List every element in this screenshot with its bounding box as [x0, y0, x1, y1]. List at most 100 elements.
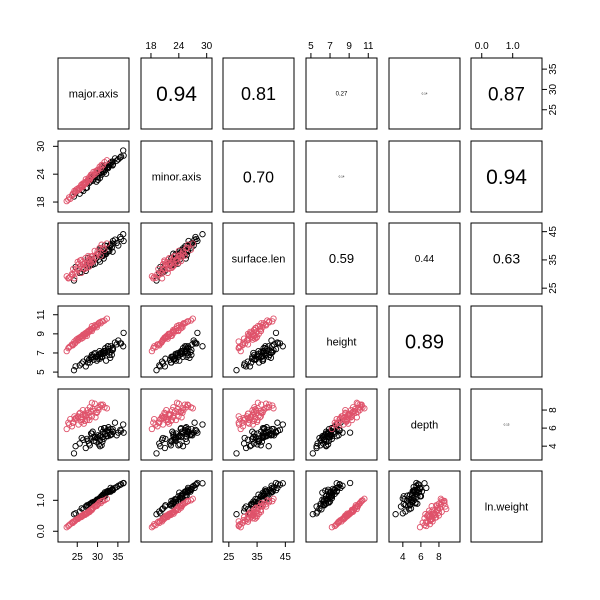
data-point: [414, 486, 421, 494]
data-point: [265, 499, 273, 506]
data-point: [243, 337, 251, 344]
data-point: [401, 495, 408, 503]
data-point: [412, 500, 419, 507]
tick-label: 11: [36, 309, 47, 320]
data-point: [161, 444, 169, 452]
data-point: [320, 433, 327, 441]
data-point: [94, 433, 101, 441]
data-point: [259, 433, 266, 441]
panel-frame: [388, 470, 461, 543]
data-point: [92, 414, 99, 421]
data-point: [74, 187, 82, 194]
data-point: [233, 511, 240, 518]
data-point: [166, 501, 174, 509]
data-point: [152, 344, 159, 351]
data-point: [239, 342, 246, 349]
data-point: [179, 443, 187, 450]
data-point: [177, 347, 185, 355]
tick-label: 25: [548, 104, 559, 116]
data-point: [111, 419, 119, 426]
data-point: [272, 329, 280, 337]
data-point: [320, 440, 327, 447]
data-point: [265, 319, 273, 326]
data-point: [93, 357, 100, 364]
panel-frame: [305, 140, 378, 213]
data-point: [235, 344, 243, 351]
data-point: [326, 433, 334, 441]
variable-label: height: [327, 337, 357, 349]
data-point: [98, 318, 105, 325]
data-point: [176, 432, 183, 439]
data-point: [90, 356, 97, 363]
data-point: [117, 340, 125, 347]
data-point: [237, 524, 244, 531]
data-point: [95, 351, 102, 359]
data-point: [113, 157, 120, 164]
data-point: [104, 343, 112, 350]
panel-frame: [305, 222, 378, 295]
data-point: [250, 356, 258, 363]
data-point: [69, 419, 76, 426]
data-point: [102, 357, 110, 364]
data-point: [235, 421, 243, 428]
data-point: [244, 358, 251, 365]
panel-frame: [57, 305, 130, 378]
data-point: [76, 514, 83, 521]
data-point: [274, 340, 282, 347]
data-point: [79, 259, 86, 266]
correlation-label: 0.89: [405, 332, 444, 354]
data-point: [156, 271, 163, 278]
data-point: [98, 425, 105, 433]
data-point: [269, 402, 276, 409]
data-point: [78, 360, 85, 367]
data-point: [117, 235, 125, 243]
data-point: [87, 506, 95, 513]
data-point: [104, 488, 112, 495]
data-point: [182, 347, 189, 355]
data-point: [94, 321, 101, 328]
data-point: [328, 435, 336, 443]
data-point: [251, 430, 258, 437]
data-point: [113, 432, 120, 439]
data-point: [251, 415, 258, 423]
data-point: [252, 433, 259, 441]
data-point: [154, 423, 161, 430]
data-point: [167, 417, 175, 425]
data-point: [313, 444, 320, 452]
data-point: [158, 436, 166, 443]
data-point: [239, 519, 246, 527]
data-point: [423, 519, 430, 527]
data-point: [156, 440, 163, 447]
data-point: [265, 343, 272, 350]
data-point: [170, 433, 177, 441]
data-point: [80, 436, 87, 443]
data-point: [279, 480, 286, 487]
data-point: [159, 337, 166, 344]
variable-label: surface.len: [232, 254, 286, 266]
data-point: [179, 501, 187, 508]
data-point: [176, 349, 183, 357]
data-point: [117, 481, 125, 488]
data-point: [262, 321, 269, 328]
data-point: [274, 339, 281, 346]
tick-label: 11: [363, 41, 374, 52]
panel-frame: [222, 305, 295, 378]
tick-label: 6: [548, 425, 559, 431]
data-point: [189, 315, 196, 322]
data-point: [178, 414, 185, 421]
data-point: [100, 424, 108, 432]
data-point: [397, 503, 405, 510]
data-point: [181, 426, 189, 434]
data-point: [426, 512, 434, 520]
data-point: [94, 405, 101, 412]
data-point: [99, 353, 106, 360]
data-point: [176, 441, 183, 448]
data-point: [189, 240, 196, 247]
data-point: [320, 498, 327, 506]
data-point: [185, 486, 192, 494]
data-point: [85, 440, 93, 447]
data-point: [169, 328, 176, 336]
tick-label: 0.0: [36, 524, 47, 538]
data-point: [345, 420, 352, 427]
